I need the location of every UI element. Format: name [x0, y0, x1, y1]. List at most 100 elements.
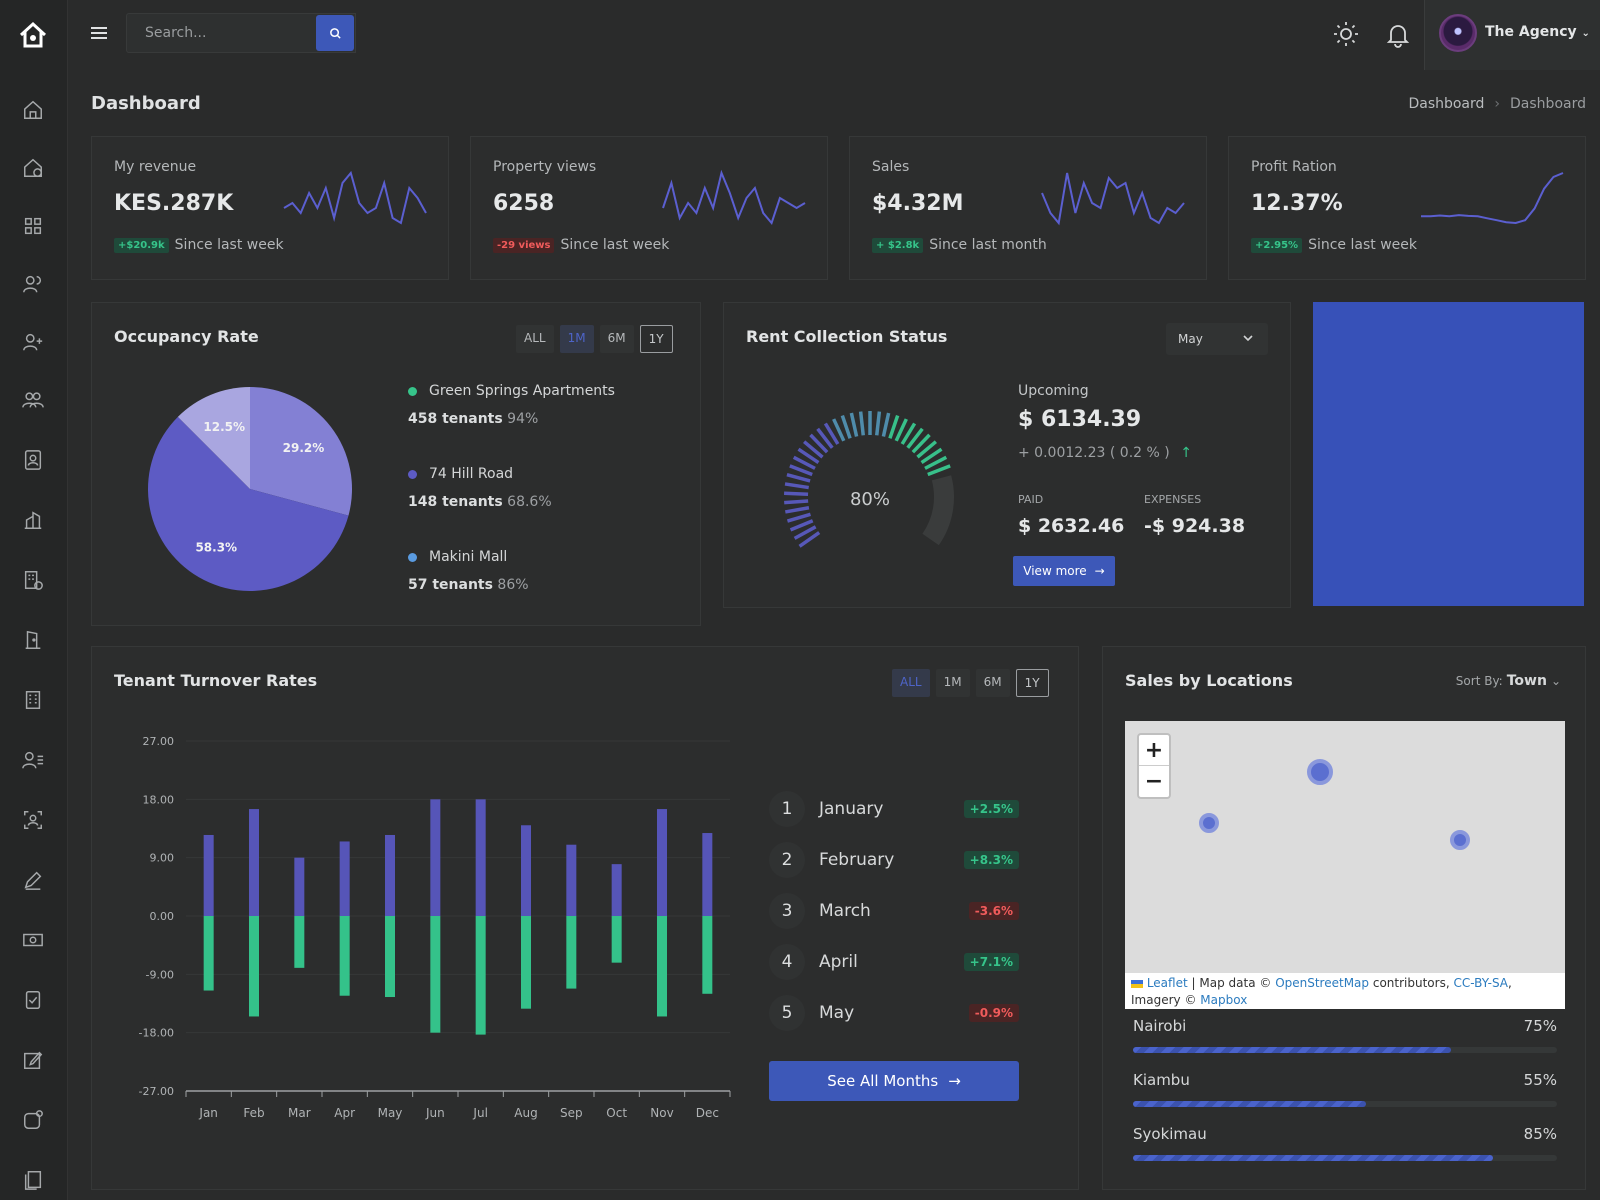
- month-row[interactable]: 5 May -0.9%: [769, 995, 1019, 1031]
- group-icon[interactable]: [21, 388, 45, 412]
- building-chart-icon[interactable]: [21, 508, 45, 532]
- contact-card-icon[interactable]: [21, 448, 45, 472]
- month-row[interactable]: 3 March -3.6%: [769, 893, 1019, 929]
- bar-negative: [702, 916, 713, 994]
- pie-slice-label: 29.2%: [283, 441, 325, 455]
- progress-bar: [1133, 1155, 1557, 1161]
- breadcrumb-current: Dashboard: [1510, 96, 1586, 112]
- see-all-months-button[interactable]: See All Months →: [769, 1061, 1019, 1101]
- month-row[interactable]: 4 April +7.1%: [769, 944, 1019, 980]
- map-attribution: Leaflet | Map data © OpenStreetMap contr…: [1125, 973, 1565, 1009]
- stat-period: Since last week: [174, 237, 284, 253]
- month-select[interactable]: May: [1166, 323, 1268, 355]
- y-tick-label: 27.00: [143, 735, 175, 748]
- chevron-down-icon: [1243, 335, 1253, 342]
- gauge-tick: [789, 464, 813, 477]
- range-all-button[interactable]: ALL: [892, 669, 930, 697]
- occupancy-pct: 86%: [497, 577, 529, 593]
- office-building-icon[interactable]: [21, 688, 45, 712]
- month-name: May: [819, 1003, 855, 1023]
- gauge-tick: [875, 411, 882, 436]
- range-all-button[interactable]: ALL: [516, 325, 554, 353]
- add-user-icon[interactable]: [21, 330, 45, 354]
- gauge-tick: [784, 491, 809, 497]
- bell-icon[interactable]: [1384, 20, 1412, 48]
- progress-fill: [1133, 1047, 1451, 1053]
- pie-slice: [250, 387, 352, 516]
- pen-icon[interactable]: [21, 868, 45, 892]
- users-icon[interactable]: [21, 272, 45, 296]
- edit-icon[interactable]: [21, 1048, 45, 1072]
- gauge-tick: [785, 506, 810, 514]
- stat-period: Since last week: [1308, 237, 1417, 253]
- gauge-tick: [920, 447, 943, 465]
- range-6m-button[interactable]: 6M: [975, 669, 1010, 697]
- grid-icon[interactable]: [21, 214, 45, 238]
- expenses-value: -$ 924.38: [1144, 515, 1246, 537]
- legend-item: Green Springs Apartments 458 tenants 94%: [408, 383, 615, 427]
- door-icon[interactable]: [21, 628, 45, 652]
- stat-label: My revenue: [114, 159, 197, 175]
- banner-panel: [1313, 302, 1584, 606]
- menu-icon[interactable]: [88, 22, 110, 44]
- paid-value: $ 2632.46: [1018, 515, 1125, 537]
- chevron-down-icon: ⌄: [1550, 674, 1561, 688]
- stat-label: Property views: [493, 159, 597, 175]
- zoom-out-button[interactable]: −: [1144, 769, 1164, 794]
- legend-dot: [408, 469, 417, 479]
- x-tick-label: May: [378, 1106, 403, 1120]
- search-button[interactable]: [316, 15, 354, 51]
- arrow-right-icon: →: [1094, 564, 1105, 578]
- stat-card-profit: Profit Ration 12.37% +2.95% Since last we…: [1228, 136, 1586, 280]
- range-6m-button[interactable]: 6M: [599, 325, 634, 353]
- sort-by-dropdown[interactable]: Sort By: Town ⌄: [1456, 673, 1561, 689]
- range-1y-button[interactable]: 1Y: [639, 325, 673, 353]
- mapbox-link[interactable]: Mapbox: [1200, 993, 1248, 1007]
- view-more-button[interactable]: View more →: [1013, 556, 1115, 586]
- tenant-count: 148 tenants: [408, 494, 503, 510]
- user-frame-icon[interactable]: [21, 808, 45, 832]
- progress-bar: [1133, 1101, 1557, 1107]
- task-check-icon[interactable]: [21, 988, 45, 1012]
- map-marker[interactable]: [1450, 830, 1470, 850]
- pie-slice-label: 12.5%: [203, 420, 245, 434]
- range-filter: ALL 1M 6M 1Y: [892, 669, 1049, 697]
- progress-fill: [1133, 1155, 1494, 1161]
- month-change: +2.5%: [963, 800, 1019, 818]
- month-row[interactable]: 2 February +8.3%: [769, 842, 1019, 878]
- sales-map[interactable]: + − Leaflet | Map data © OpenStreetMap c…: [1125, 721, 1565, 1009]
- location-row: Nairobi 75%: [1133, 1017, 1557, 1053]
- user-name: The Agency: [1485, 24, 1577, 40]
- range-1m-button[interactable]: 1M: [559, 325, 594, 353]
- bar-negative: [566, 916, 577, 989]
- range-1y-button[interactable]: 1Y: [1015, 669, 1049, 697]
- money-icon[interactable]: [21, 928, 45, 952]
- bar-positive: [385, 834, 395, 916]
- bar-negative: [339, 916, 350, 996]
- sun-icon[interactable]: [1332, 20, 1360, 48]
- home-logo-icon[interactable]: [18, 20, 48, 50]
- user-profile-menu[interactable]: The Agency ⌄: [1424, 0, 1600, 70]
- map-marker[interactable]: [1307, 759, 1333, 785]
- sparkline-chart: [1041, 172, 1185, 226]
- gauge-tick: [900, 422, 917, 445]
- notification-dot-icon[interactable]: [21, 1108, 45, 1132]
- range-1m-button[interactable]: 1M: [935, 669, 970, 697]
- tenant-count: 57 tenants: [408, 577, 493, 593]
- leaflet-link[interactable]: Leaflet: [1146, 976, 1188, 990]
- building-add-icon[interactable]: [21, 568, 45, 592]
- license-link[interactable]: CC-BY-SA: [1453, 976, 1509, 990]
- map-marker[interactable]: [1199, 813, 1219, 833]
- sparkline-chart: [1421, 172, 1564, 225]
- month-row[interactable]: 1 January +2.5%: [769, 791, 1019, 827]
- user-list-icon[interactable]: [21, 748, 45, 772]
- home-icon[interactable]: [21, 98, 45, 122]
- add-home-icon[interactable]: [21, 156, 45, 180]
- x-tick-label: Sep: [560, 1106, 583, 1120]
- view-more-label: View more: [1023, 564, 1087, 578]
- copy-icon[interactable]: [21, 1168, 45, 1192]
- zoom-in-button[interactable]: +: [1139, 735, 1169, 766]
- bar-positive: [294, 857, 305, 916]
- osm-link[interactable]: OpenStreetMap: [1275, 976, 1370, 990]
- breadcrumb-item[interactable]: Dashboard: [1408, 96, 1485, 112]
